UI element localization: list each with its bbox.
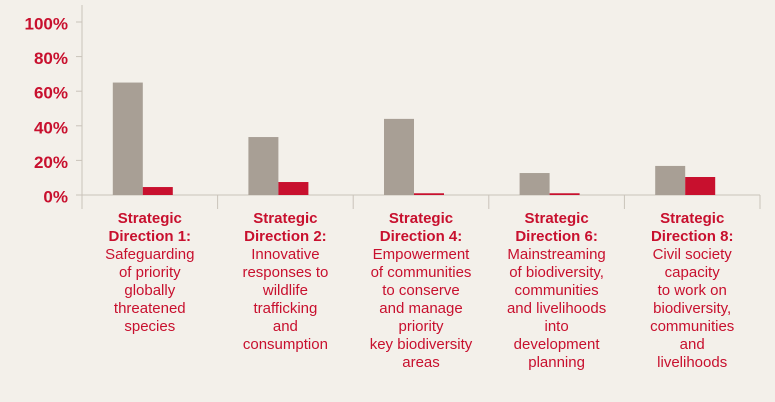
category-description: of biodiversity, bbox=[509, 264, 604, 281]
category-description: Civil society bbox=[653, 246, 733, 263]
category-heading: Strategic bbox=[524, 210, 588, 227]
y-tick-label: 0% bbox=[43, 187, 68, 206]
bar bbox=[112, 82, 143, 195]
category-heading: Direction 4: bbox=[380, 228, 463, 245]
category-description: livelihoods bbox=[657, 354, 727, 371]
category-description: communities bbox=[514, 282, 598, 299]
category-heading: Strategic bbox=[660, 210, 724, 227]
y-tick-label: 80% bbox=[34, 49, 68, 68]
bar bbox=[519, 173, 550, 195]
category-description: of communities bbox=[371, 264, 472, 281]
category-description: threatened bbox=[114, 300, 186, 317]
category-description: consumption bbox=[243, 336, 328, 353]
category-description: development bbox=[514, 336, 601, 353]
category-heading: Direction 8: bbox=[651, 228, 734, 245]
bar bbox=[414, 193, 444, 195]
category-description: Empowerment bbox=[373, 246, 471, 263]
category-description: globally bbox=[124, 282, 175, 299]
category-heading: Strategic bbox=[389, 210, 453, 227]
category-description: key biodiversity bbox=[370, 336, 473, 353]
category-description: and manage bbox=[379, 300, 462, 317]
bar bbox=[142, 187, 173, 195]
y-tick-label: 60% bbox=[34, 84, 68, 103]
y-tick-label: 20% bbox=[34, 153, 68, 172]
category-description: trafficking bbox=[253, 300, 317, 317]
y-tick-label: 100% bbox=[25, 14, 68, 33]
bar bbox=[685, 177, 716, 195]
category-heading: Direction 2: bbox=[244, 228, 327, 245]
bar bbox=[278, 182, 309, 195]
category-description: to conserve bbox=[382, 282, 460, 299]
category-description: of priority bbox=[119, 264, 181, 281]
category-description: Safeguarding bbox=[105, 246, 194, 263]
category-description: communities bbox=[650, 318, 734, 335]
category-description: capacity bbox=[665, 264, 721, 281]
category-description: priority bbox=[398, 318, 444, 335]
category-description: and livelihoods bbox=[507, 300, 606, 317]
category-description: Innovative bbox=[251, 246, 319, 263]
category-description: and bbox=[680, 336, 705, 353]
category-description: Mainstreaming bbox=[507, 246, 605, 263]
bar bbox=[384, 118, 414, 195]
bar bbox=[655, 165, 686, 195]
bar bbox=[248, 137, 279, 195]
category-description: biodiversity, bbox=[653, 300, 731, 317]
category-description: responses to bbox=[242, 264, 328, 281]
category-description: planning bbox=[528, 354, 585, 371]
category-heading: Direction 6: bbox=[515, 228, 598, 245]
category-heading: Strategic bbox=[118, 210, 182, 227]
category-description: to work on bbox=[658, 282, 727, 299]
category-description: wildlife bbox=[262, 282, 308, 299]
category-description: species bbox=[124, 318, 175, 335]
y-tick-label: 40% bbox=[34, 118, 68, 137]
category-description: into bbox=[545, 318, 569, 335]
bar bbox=[549, 193, 580, 195]
category-heading: Strategic bbox=[253, 210, 317, 227]
category-description: areas bbox=[402, 354, 440, 371]
category-heading: Direction 1: bbox=[109, 228, 192, 245]
category-description: and bbox=[273, 318, 298, 335]
